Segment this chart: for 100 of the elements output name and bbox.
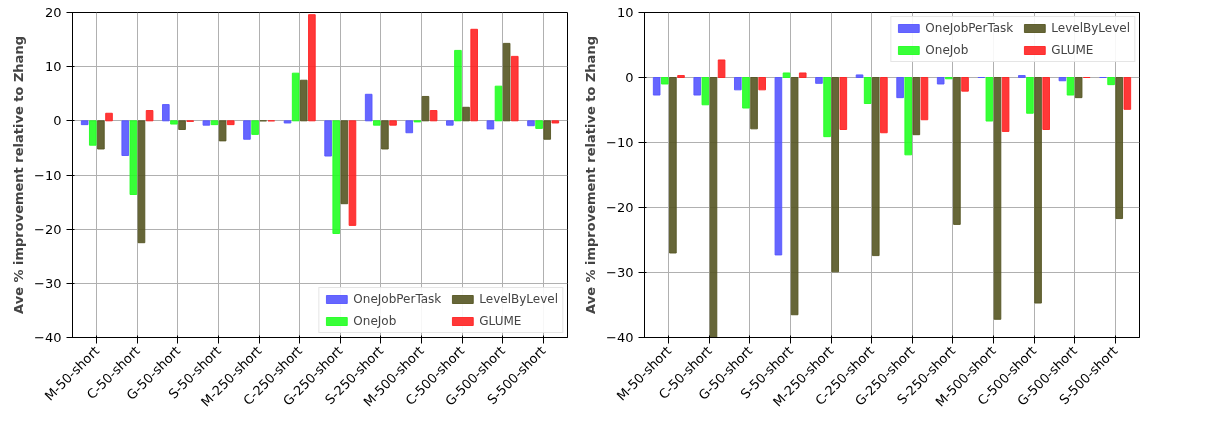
bar	[701, 77, 710, 106]
bar	[774, 77, 783, 256]
bar	[652, 77, 661, 96]
bar	[381, 120, 389, 150]
y-tick-label: −20	[606, 200, 634, 215]
bar	[1026, 77, 1034, 114]
bar	[210, 120, 219, 126]
legend-label: OneJob	[925, 43, 969, 57]
bar	[251, 120, 259, 135]
bar	[129, 120, 138, 195]
bar	[920, 77, 929, 121]
bar	[543, 120, 552, 140]
bar	[1115, 77, 1124, 220]
bar	[993, 77, 1002, 320]
bar	[758, 77, 766, 91]
bar	[961, 77, 969, 92]
bar	[750, 77, 758, 130]
bar	[863, 77, 872, 104]
bar	[1034, 77, 1042, 304]
bar	[470, 28, 479, 122]
bar	[421, 95, 430, 122]
bar	[831, 77, 840, 273]
bar	[202, 120, 211, 126]
bar	[669, 77, 677, 254]
bar	[790, 77, 799, 316]
legend-label: LevelByLevel	[1051, 21, 1130, 35]
y-tick-label: 10	[44, 59, 62, 75]
bar	[742, 77, 750, 109]
bar	[308, 14, 316, 122]
bar	[243, 120, 251, 140]
y-tick-label: 10	[616, 5, 634, 20]
bar	[782, 72, 791, 78]
bar	[299, 79, 308, 122]
bar	[405, 120, 414, 134]
y-tick-label: −30	[34, 275, 62, 291]
bar	[912, 77, 921, 136]
y-tick-label: −20	[34, 221, 62, 237]
bar	[291, 72, 300, 122]
legend-label: OneJob	[353, 314, 397, 328]
bar	[218, 120, 227, 142]
y-tick-label: −10	[606, 135, 634, 150]
bar	[324, 120, 332, 157]
bar	[80, 120, 89, 126]
bar	[510, 55, 519, 122]
bar	[733, 77, 742, 91]
bar	[161, 104, 170, 122]
bar	[1107, 77, 1115, 86]
bar	[97, 120, 105, 150]
y-tick-label: −10	[34, 167, 62, 183]
bar	[494, 85, 503, 122]
bar	[88, 120, 97, 146]
legend-label: GLUME	[479, 314, 522, 328]
bar	[1042, 77, 1051, 130]
y-tick-label: −30	[606, 265, 634, 280]
legend-label: GLUME	[1051, 43, 1094, 57]
bar	[880, 77, 888, 134]
bar	[486, 120, 495, 130]
bar	[454, 49, 462, 122]
bar	[364, 93, 373, 122]
bar	[815, 77, 823, 84]
bar	[372, 120, 381, 126]
bar	[340, 120, 349, 205]
bar	[1066, 77, 1075, 96]
bar	[178, 120, 186, 130]
bar	[709, 77, 718, 338]
bar	[1074, 77, 1083, 99]
bar	[535, 120, 543, 129]
bar	[170, 120, 178, 125]
y-tick-label: −40	[34, 330, 62, 345]
bar	[904, 77, 913, 156]
bar	[693, 77, 702, 96]
legend-label: LevelByLevel	[479, 292, 558, 306]
bar	[855, 74, 864, 78]
bar	[896, 77, 904, 99]
bar	[527, 120, 535, 127]
bar	[446, 120, 454, 126]
bar	[717, 59, 726, 78]
bar	[462, 106, 470, 122]
bar	[429, 110, 438, 122]
bar	[226, 120, 235, 126]
y-tick-label: 0	[53, 113, 62, 129]
bar	[985, 77, 994, 122]
bar	[348, 120, 357, 226]
bar	[145, 110, 154, 122]
bar	[121, 120, 130, 156]
bar	[953, 77, 961, 225]
bar	[839, 77, 848, 130]
y-tick-label: −40	[606, 330, 634, 345]
bar	[660, 77, 669, 85]
bar	[137, 120, 146, 244]
bar	[1058, 77, 1067, 82]
bar	[502, 42, 511, 122]
bar	[551, 120, 560, 124]
bar	[389, 120, 397, 126]
y-axis-title: Ave % improvement relative to Zhang	[583, 36, 599, 314]
y-tick-label: 0	[625, 70, 634, 85]
legend-label: OneJobPerTask	[925, 21, 1014, 35]
bar	[1001, 77, 1010, 132]
bar	[105, 112, 113, 122]
bar	[936, 77, 945, 85]
